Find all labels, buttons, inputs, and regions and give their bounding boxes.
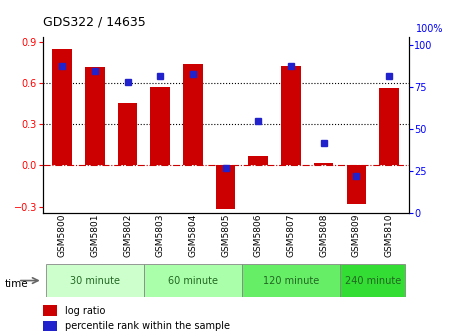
Bar <box>281 66 301 166</box>
Bar <box>43 305 57 316</box>
Text: 240 minute: 240 minute <box>344 276 401 286</box>
Text: GSM5805: GSM5805 <box>221 213 230 257</box>
Text: percentile rank within the sample: percentile rank within the sample <box>65 321 229 331</box>
Text: time: time <box>4 279 28 289</box>
Text: GSM5807: GSM5807 <box>286 213 295 257</box>
Text: GSM5801: GSM5801 <box>90 213 99 257</box>
Text: log ratio: log ratio <box>65 306 105 316</box>
Text: 120 minute: 120 minute <box>263 276 319 286</box>
Text: 30 minute: 30 minute <box>70 276 120 286</box>
Bar <box>379 88 399 166</box>
Bar <box>150 87 170 166</box>
Bar <box>46 264 144 297</box>
Bar <box>242 264 340 297</box>
Bar <box>347 166 366 204</box>
Text: GSM5800: GSM5800 <box>58 213 67 257</box>
Bar <box>340 264 405 297</box>
Text: GSM5803: GSM5803 <box>156 213 165 257</box>
Text: GSM5809: GSM5809 <box>352 213 361 257</box>
Text: GSM5810: GSM5810 <box>384 213 393 257</box>
Bar <box>183 64 203 166</box>
Bar <box>85 67 105 166</box>
Bar <box>144 264 242 297</box>
Bar <box>248 156 268 166</box>
Bar <box>314 163 334 166</box>
Bar <box>53 49 72 166</box>
Bar <box>43 321 57 331</box>
Bar <box>216 166 235 209</box>
Text: GSM5806: GSM5806 <box>254 213 263 257</box>
Bar <box>118 102 137 166</box>
Text: 60 minute: 60 minute <box>168 276 218 286</box>
Text: GDS322 / 14635: GDS322 / 14635 <box>43 15 145 29</box>
Text: GSM5804: GSM5804 <box>189 213 198 257</box>
Text: GSM5808: GSM5808 <box>319 213 328 257</box>
Text: GSM5802: GSM5802 <box>123 213 132 257</box>
Text: 100%: 100% <box>415 24 443 34</box>
